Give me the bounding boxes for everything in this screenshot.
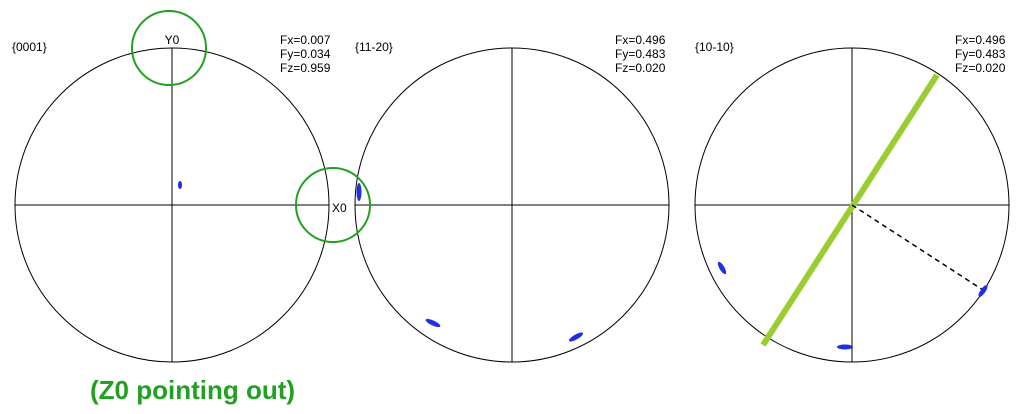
- panel-label: {0001}: [12, 40, 47, 54]
- axis-lines: [14, 47, 1010, 363]
- fy: Fy=0.483: [615, 47, 666, 61]
- caption: (Z0 pointing out): [90, 375, 295, 405]
- fz: Fz=0.020: [615, 61, 666, 75]
- panel-label: {10-10}: [695, 40, 734, 54]
- fz: Fz=0.959: [280, 61, 331, 75]
- fy: Fy=0.483: [955, 47, 1006, 61]
- poles: [178, 181, 988, 350]
- fz: Fz=0.020: [955, 61, 1006, 75]
- y-axis-label: Y0: [165, 33, 180, 47]
- fx: Fx=0.496: [955, 33, 1006, 47]
- fx: Fx=0.007: [280, 33, 331, 47]
- fy: Fy=0.034: [280, 47, 331, 61]
- fx: Fx=0.496: [615, 33, 666, 47]
- x-axis-label: X0: [332, 201, 347, 215]
- highlights: [131, 10, 984, 347]
- panel-label: {11-20}: [355, 40, 393, 54]
